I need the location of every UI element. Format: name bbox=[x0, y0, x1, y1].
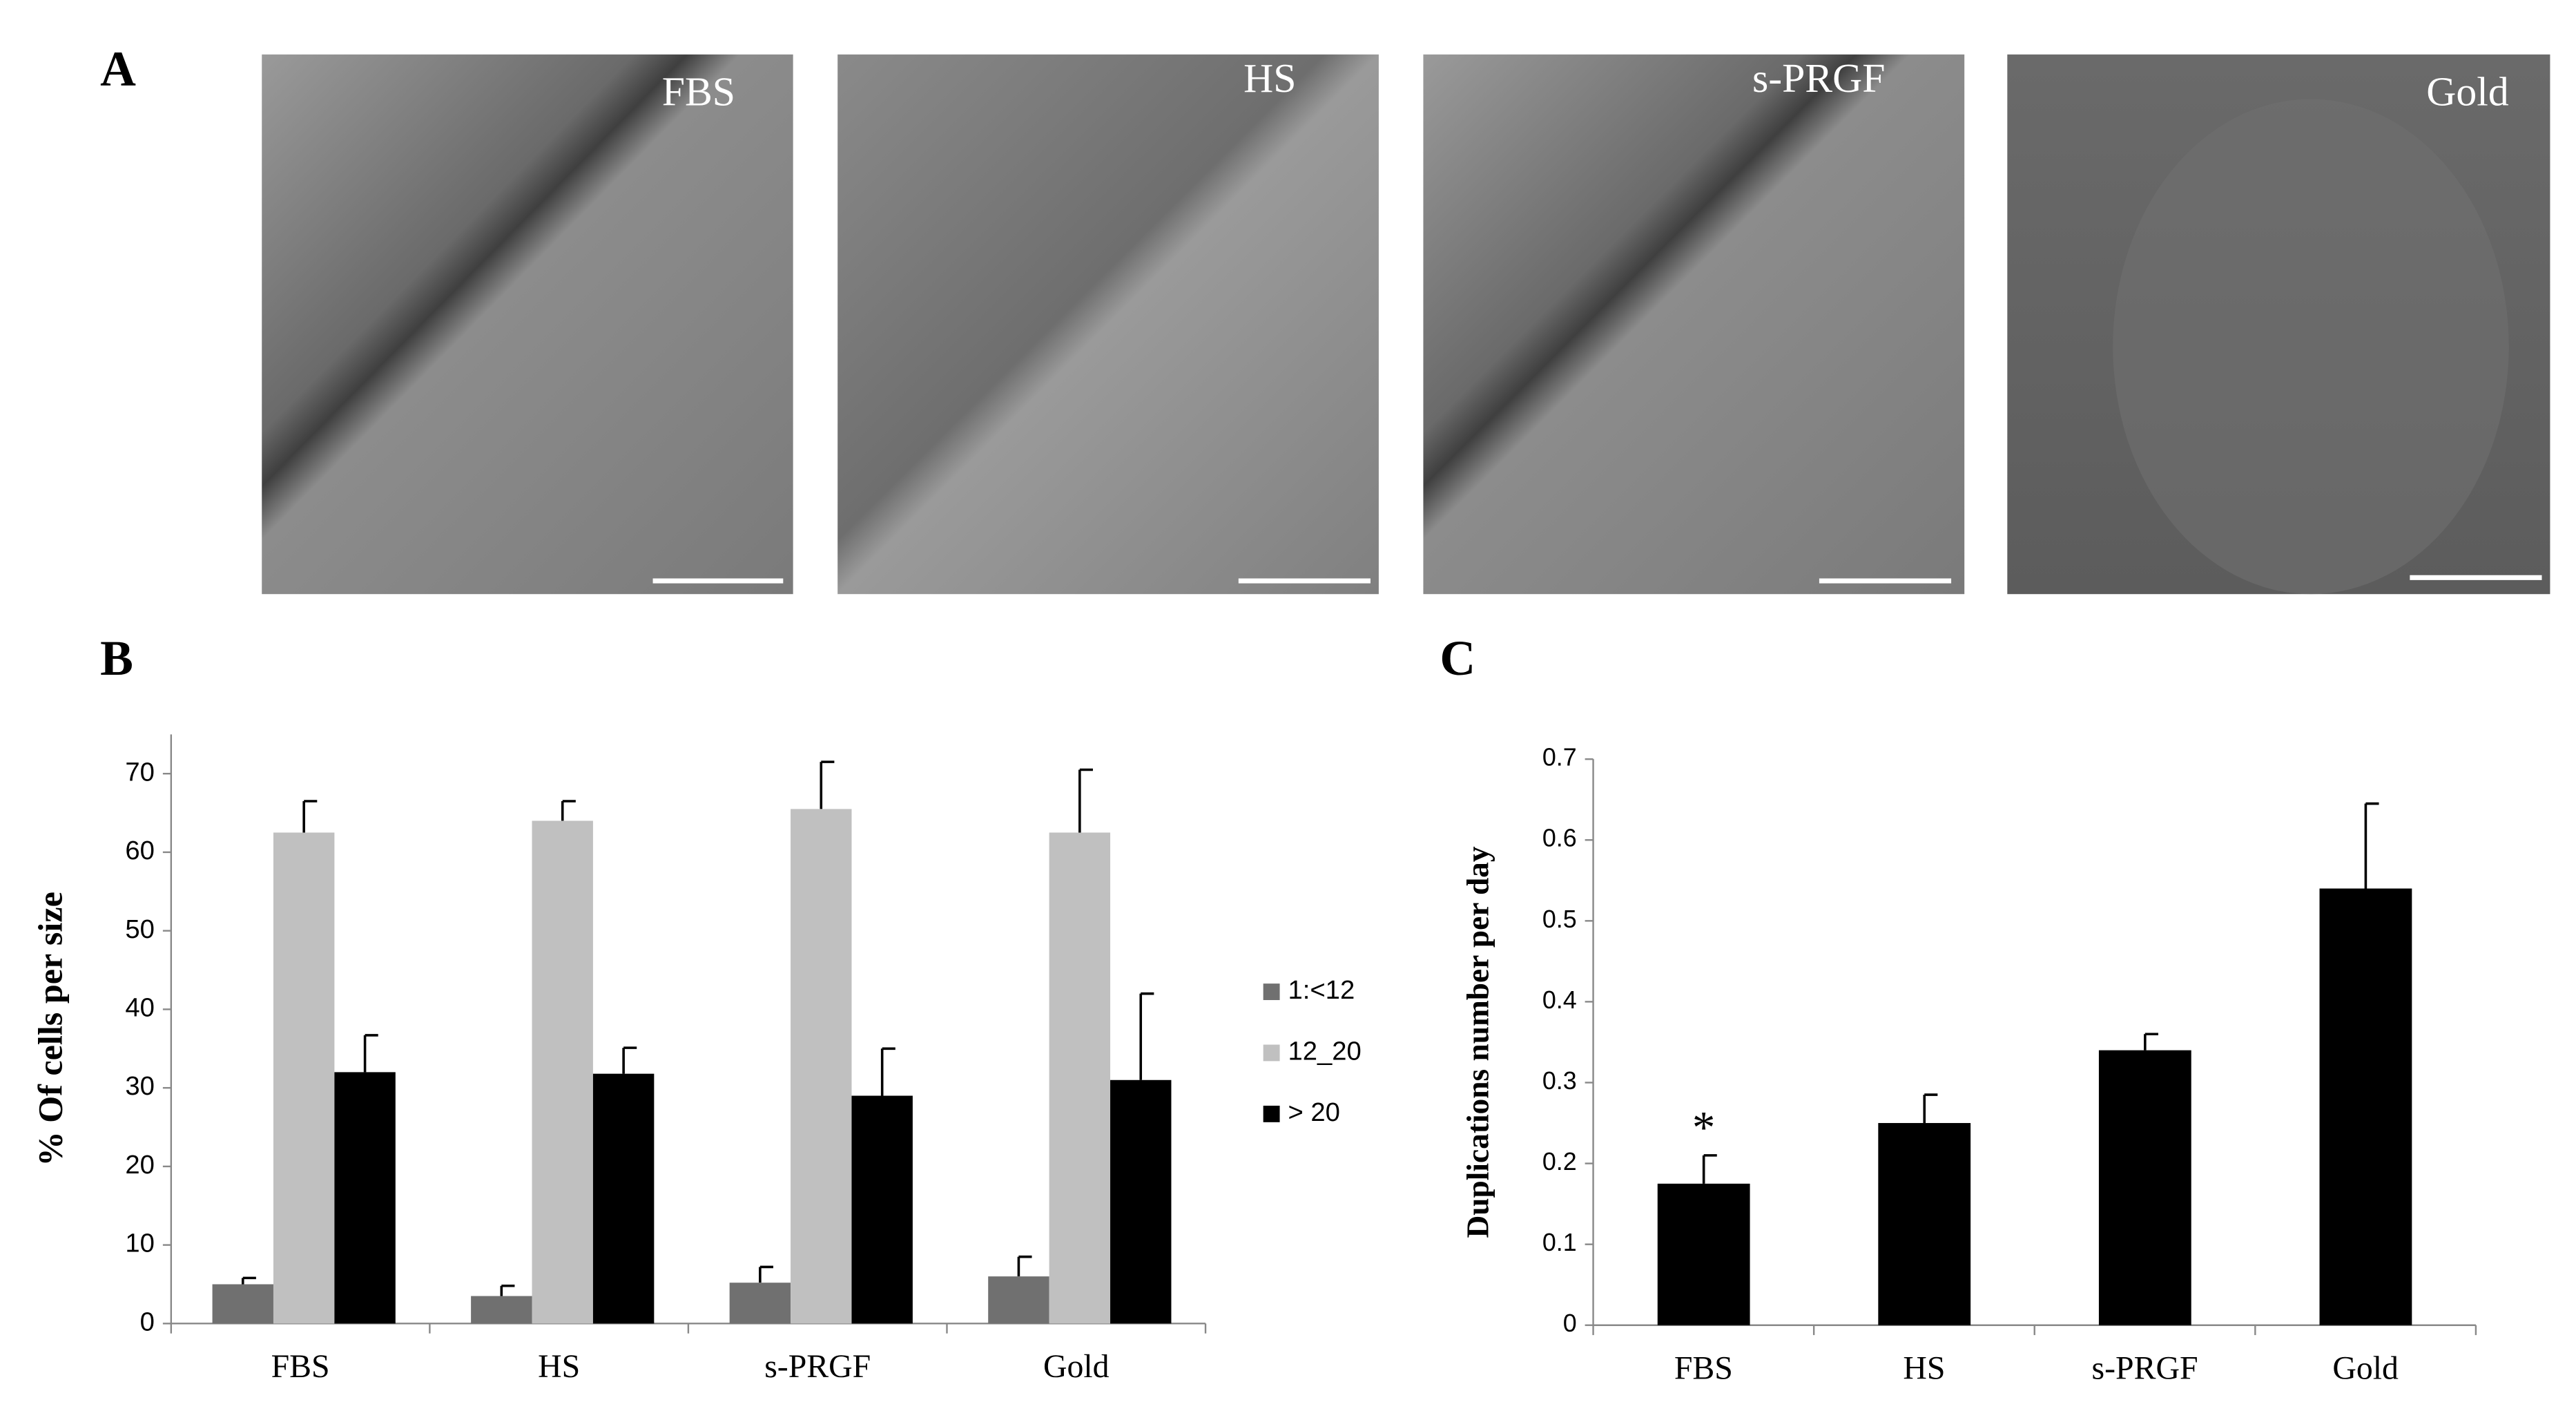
legend-swatch bbox=[1263, 1044, 1280, 1062]
bar bbox=[471, 1296, 532, 1324]
x-tick-label: s-PRGF bbox=[764, 1348, 871, 1385]
bar bbox=[1657, 1183, 1750, 1325]
legend-label: 12_20 bbox=[1288, 1037, 1362, 1066]
bar bbox=[592, 1073, 655, 1324]
bar bbox=[334, 1072, 396, 1324]
y-tick-label: 70 bbox=[125, 757, 155, 787]
photo-label: FBS bbox=[662, 68, 735, 114]
y-tick-label: 30 bbox=[125, 1071, 155, 1101]
bar bbox=[532, 820, 593, 1324]
bar bbox=[2098, 1050, 2191, 1325]
bar bbox=[273, 832, 335, 1324]
y-tick-label: 50 bbox=[125, 914, 155, 944]
y-axis-label: % Of cells per size bbox=[31, 892, 70, 1166]
bar bbox=[791, 809, 852, 1324]
x-tick-label: HS bbox=[1903, 1350, 1945, 1387]
bar bbox=[1878, 1123, 1971, 1325]
y-tick-label: 0.6 bbox=[1542, 825, 1577, 852]
bar bbox=[988, 1276, 1049, 1324]
x-tick-label: Gold bbox=[1043, 1348, 1110, 1385]
x-tick-label: Gold bbox=[2332, 1350, 2399, 1387]
y-tick-label: 0.3 bbox=[1542, 1067, 1577, 1095]
y-tick-label: 20 bbox=[125, 1150, 155, 1180]
annotation: * bbox=[1692, 1102, 1715, 1153]
y-tick-label: 0 bbox=[1563, 1309, 1577, 1337]
legend-label: 1:<12 bbox=[1288, 975, 1355, 1005]
bar bbox=[1049, 832, 1111, 1324]
y-tick-label: 0.7 bbox=[1542, 744, 1577, 771]
y-tick-label: 40 bbox=[125, 992, 155, 1022]
photo-label: s-PRGF bbox=[1752, 55, 1886, 101]
y-tick-label: 0.5 bbox=[1542, 905, 1577, 933]
x-tick-label: HS bbox=[538, 1348, 580, 1385]
y-axis-label: Duplications number per day bbox=[1460, 846, 1495, 1238]
panel-label: B bbox=[100, 631, 133, 686]
colony bbox=[2113, 99, 2509, 595]
micrograph bbox=[837, 54, 1379, 595]
panel-label: A bbox=[100, 41, 136, 97]
legend-swatch bbox=[1263, 1105, 1280, 1122]
x-tick-label: FBS bbox=[1674, 1350, 1733, 1387]
micrograph bbox=[1423, 54, 1965, 595]
legend-label: > 20 bbox=[1288, 1097, 1340, 1127]
bar bbox=[2319, 888, 2412, 1325]
bar bbox=[729, 1283, 791, 1324]
x-tick-label: s-PRGF bbox=[2092, 1350, 2198, 1387]
y-tick-label: 60 bbox=[125, 836, 155, 865]
y-tick-label: 0 bbox=[140, 1307, 155, 1336]
photo-label: HS bbox=[1243, 55, 1296, 101]
bar bbox=[212, 1284, 273, 1324]
y-tick-label: 10 bbox=[125, 1229, 155, 1258]
y-tick-label: 0.2 bbox=[1542, 1148, 1577, 1175]
photo-label: Gold bbox=[2426, 68, 2509, 114]
legend-swatch bbox=[1263, 983, 1280, 1001]
bar bbox=[851, 1095, 913, 1324]
y-tick-label: 0.1 bbox=[1542, 1229, 1577, 1256]
x-tick-label: FBS bbox=[271, 1348, 330, 1385]
micrographs: FBS HS s-PRGF Gold bbox=[262, 54, 2550, 595]
bar bbox=[1110, 1079, 1172, 1324]
panel-label: C bbox=[1440, 631, 1475, 686]
micrograph bbox=[262, 54, 793, 595]
y-tick-label: 0.4 bbox=[1542, 986, 1577, 1014]
